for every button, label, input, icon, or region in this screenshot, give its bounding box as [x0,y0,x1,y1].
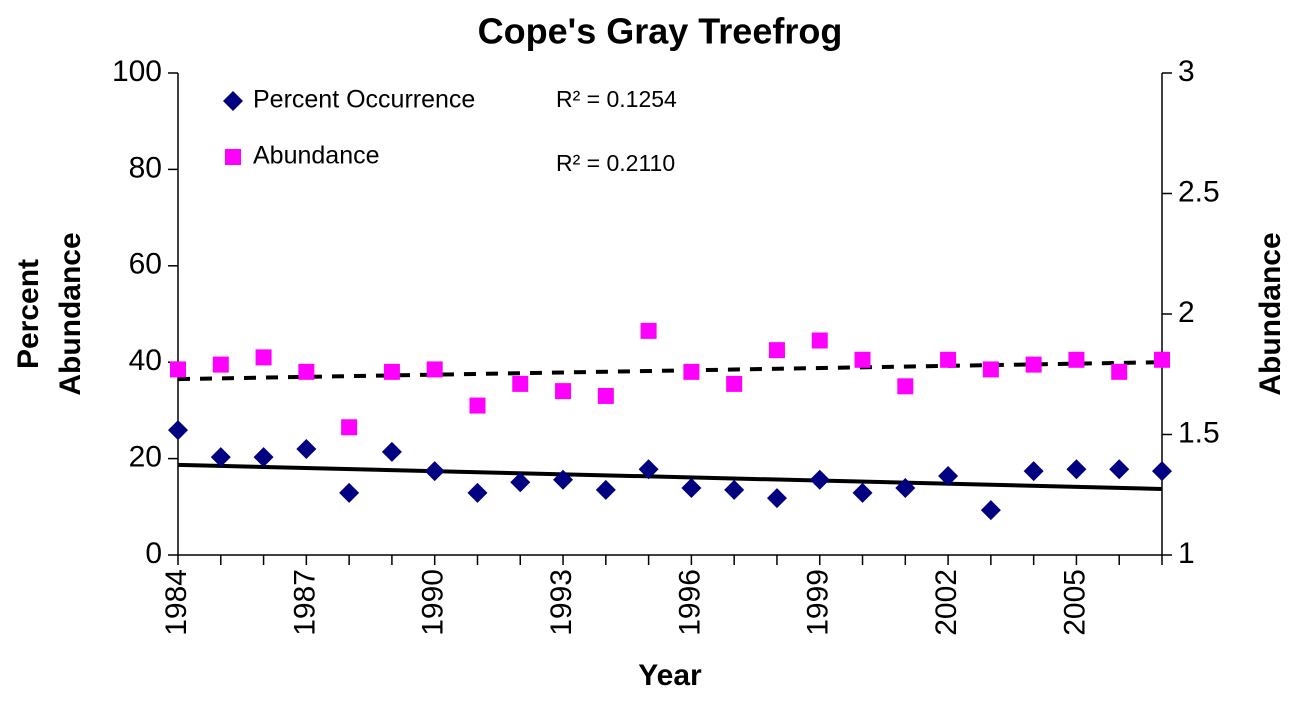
y-tick-label: 100 [112,55,162,88]
y2-tick-label: 1 [1178,537,1195,570]
y2-tick-label: 1.5 [1178,416,1220,449]
square-marker [469,397,486,414]
diamond-marker [339,482,360,503]
diamond-marker [296,438,317,459]
x-tick-label: 2005 [1058,569,1091,636]
square-marker [212,356,229,373]
x-axis-label: Year [638,659,702,692]
diamond-marker [938,465,959,486]
square-marker [426,361,443,378]
trend-line [177,360,1163,382]
square-marker [683,363,700,380]
diamond-marker [381,441,402,462]
y-tick-label: 80 [129,151,162,184]
square-marker [298,363,315,380]
diamond-marker [638,459,659,480]
square-marker [225,149,241,165]
x-tick-label: 2002 [930,569,963,636]
square-marker [1068,351,1085,368]
diamond-marker [424,461,445,482]
square-marker [555,383,572,400]
diamond-marker [809,469,830,490]
square-marker [768,342,785,359]
square-marker [383,363,400,380]
square-marker [854,351,871,368]
square-marker [640,322,657,339]
square-marker [982,361,999,378]
y-tick-label: 60 [129,248,162,281]
diamond-marker [223,91,243,111]
square-marker [726,375,743,392]
square-marker [1154,351,1170,368]
diamond-marker [1152,461,1172,482]
square-marker [811,332,828,349]
y-axis-label: Abundance [54,232,87,395]
x-tick-label: 1993 [545,569,578,636]
x-tick-label: 1990 [417,569,450,636]
square-marker [512,375,529,392]
r2-label: R² = 0.1254 [556,86,677,112]
diamond-marker [467,482,488,503]
diamond-marker [895,478,916,499]
square-marker [341,419,358,436]
r2-label: R² = 0.2110 [556,150,675,176]
x-tick-label: 1987 [288,569,321,636]
diamond-marker [510,472,531,493]
y-axis-label: Percent [12,259,45,369]
x-tick-label: 1984 [160,569,193,636]
diamond-marker [1066,459,1087,480]
trend-line [177,462,1163,491]
chart-title: Cope's Gray Treefrog [478,11,843,52]
square-marker [1025,356,1042,373]
diamond-marker [766,488,787,509]
diamond-marker [1023,461,1044,482]
diamond-marker [553,469,574,490]
y-tick-label: 0 [145,537,162,570]
diamond-marker [852,482,873,503]
y-tick-label: 40 [129,344,162,377]
square-marker [170,361,186,378]
diamond-marker [595,479,616,500]
x-tick-label: 1999 [802,569,835,636]
legend-label: Percent Occurrence [253,86,475,114]
diamond-marker [253,447,274,468]
square-marker [897,378,914,395]
square-marker [255,349,272,366]
diamond-marker [168,420,188,441]
y2-tick-label: 3 [1178,55,1195,88]
diamond-marker [980,500,1001,521]
y2-tick-label: 2.5 [1178,175,1220,208]
square-marker [1111,363,1128,380]
y2-tick-label: 2 [1178,296,1195,329]
y-tick-label: 20 [129,441,162,474]
square-marker [597,387,614,404]
diamond-marker [210,447,231,468]
y2-axis-label: Abundance [1254,232,1287,395]
diamond-marker [724,479,745,500]
legend-label: Abundance [253,142,380,170]
diamond-marker [681,478,702,499]
square-marker [940,351,957,368]
diamond-marker [1109,459,1130,480]
x-tick-label: 1996 [673,569,706,636]
